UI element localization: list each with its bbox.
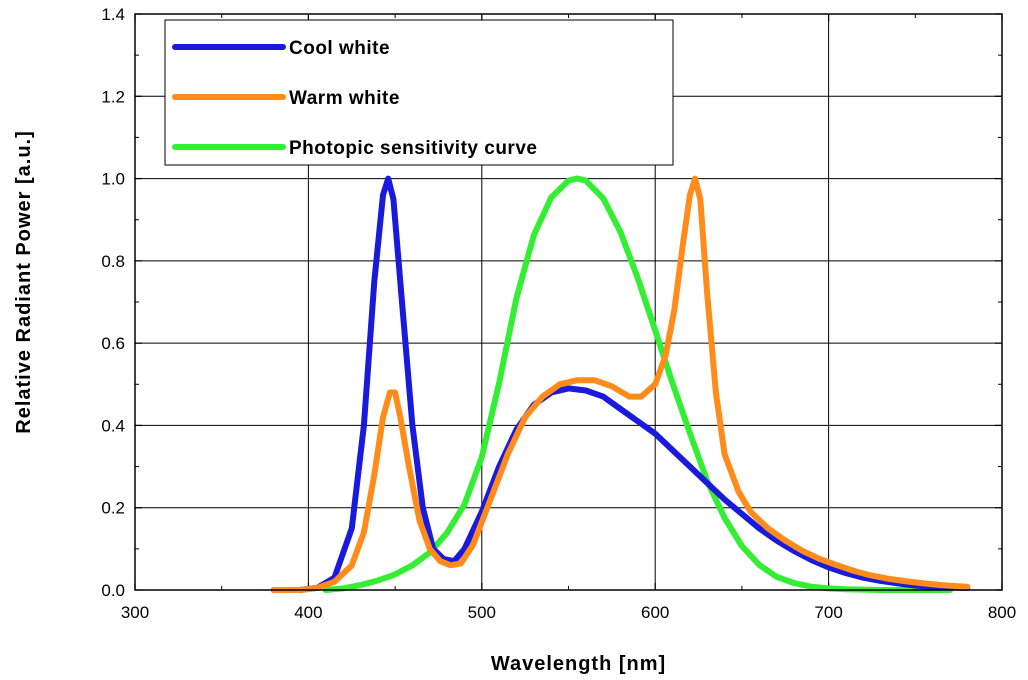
y-tick-label: 0.4 xyxy=(101,416,125,435)
tick-labels: 300 400 500 600 700 800 0.0 0.2 0.4 0.6 0.8 1.0 1.2 1… xyxy=(101,5,1016,622)
y-tick-label: 0.2 xyxy=(101,499,125,518)
plot-frame xyxy=(134,13,1003,591)
y-tick-label: 0.6 xyxy=(101,334,125,353)
legend: Cool white Warm white Photopic sensitivity… xyxy=(164,19,674,166)
x-tick-label: 400 xyxy=(294,603,322,622)
y-tick-label: 0.0 xyxy=(101,581,125,600)
x-tick-label: 800 xyxy=(988,603,1016,622)
y-tick-label: 1.4 xyxy=(101,5,125,24)
series-line-warm-white xyxy=(270,175,971,593)
x-tick-label: 700 xyxy=(814,603,842,622)
x-tick-label: 500 xyxy=(468,603,496,622)
series-lines xyxy=(270,175,971,593)
x-axis-title: Wavelength [nm] xyxy=(491,653,666,675)
legend-label: Photopic sensitivity curve xyxy=(289,138,537,159)
x-tick-label: 300 xyxy=(121,603,149,622)
series-line-cool-white xyxy=(270,175,971,593)
y-tick-label: 1.0 xyxy=(101,170,125,189)
series-line-photopic-sensitivity-curve xyxy=(322,175,953,593)
y-tick-label: 0.8 xyxy=(101,252,125,271)
y-tick-label: 1.2 xyxy=(101,87,125,106)
x-tick-label: 600 xyxy=(641,603,669,622)
legend-label: Warm white xyxy=(289,88,400,109)
legend-label: Cool white xyxy=(289,38,390,59)
y-axis-title: Relative Radiant Power [a.u.] xyxy=(13,130,35,434)
